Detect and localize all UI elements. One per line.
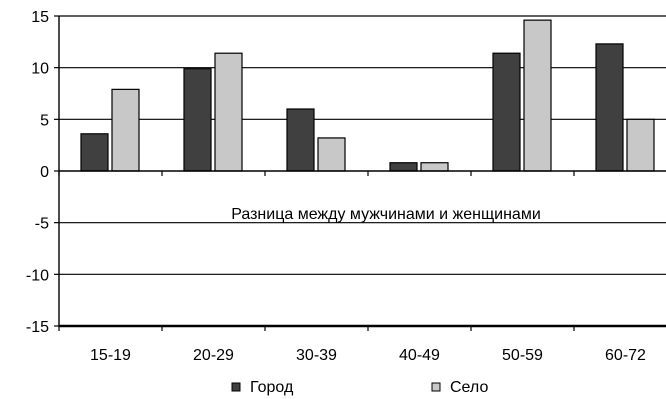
bar-gorod-0 [80,133,109,172]
tick-labels: 15 10 5 0 -5 -10 -15 15-19 20-29 30-39 40-49 50-59 6… [26,9,646,364]
bar-gorod-3 [389,162,418,172]
y-tick-label: 15 [31,9,49,26]
bar-selo-1 [214,52,243,172]
gridlines [59,15,666,328]
y-tick-label: 5 [40,112,49,129]
bar-gorod-4 [492,52,521,172]
bar-gorod-1 [183,68,212,172]
legend-swatch [231,382,241,392]
bar-selo-3 [420,162,449,172]
y-tick-label: 0 [40,164,49,181]
bar-gorod-5 [595,43,624,172]
bars [80,19,655,172]
legend-label: Село [450,379,488,396]
y-tick-label: -5 [35,216,49,233]
bar-selo-5 [626,118,655,172]
y-tick-label: -15 [26,319,49,336]
chart-annotation: Разница между мужчинами и женщинами [231,206,541,223]
x-tick-label: 15-19 [90,347,131,364]
y-tick-label: 10 [31,61,49,78]
legend-label: Город [250,379,294,396]
bar-selo-2 [317,137,346,172]
x-tick-label: 20-29 [193,347,234,364]
x-tick-label: 30-39 [296,347,337,364]
bar-selo-4 [523,19,552,172]
legend-selo: Село [431,379,488,396]
bar-selo-0 [111,88,140,172]
legend-gorod: Город [231,379,294,396]
x-tick-label: 60-72 [605,347,646,364]
axes [54,15,666,331]
legend: Город Село [231,379,488,396]
x-tick-label: 50-59 [502,347,543,364]
x-tick-label: 40-49 [399,347,440,364]
y-tick-label: -10 [26,267,49,284]
legend-swatch [431,382,441,392]
bar-gorod-2 [286,108,315,172]
